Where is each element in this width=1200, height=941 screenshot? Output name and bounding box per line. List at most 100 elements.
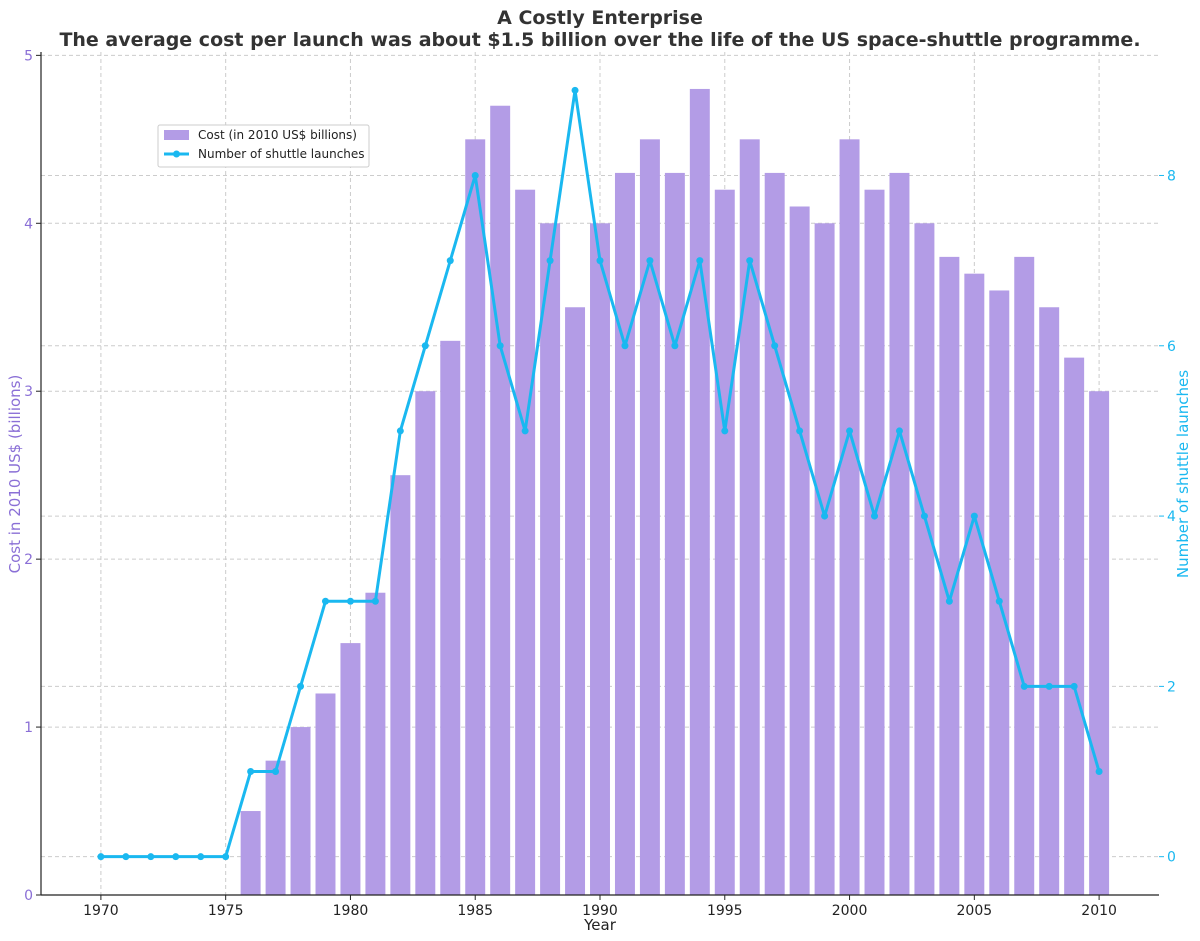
launches-point — [995, 597, 1003, 605]
cost-bar — [540, 223, 561, 895]
launches-point — [1070, 682, 1078, 690]
launches-point — [396, 427, 404, 435]
launches-point — [571, 86, 579, 94]
launches-point — [920, 512, 928, 520]
cost-bar — [1089, 391, 1110, 895]
launches-point — [821, 512, 829, 520]
cost-bar — [1039, 307, 1060, 896]
launches-point — [147, 853, 155, 861]
cost-bar — [614, 172, 635, 895]
launches-point — [222, 853, 230, 861]
launches-point — [1095, 768, 1103, 776]
cost-bar — [1014, 256, 1035, 895]
legend: Cost (in 2010 US$ billions) Number of sh… — [157, 124, 370, 168]
x-tick-label: 1995 — [707, 903, 743, 919]
launches-point — [321, 597, 329, 605]
launches-point — [421, 342, 429, 350]
cost-bar — [989, 290, 1010, 896]
launches-point — [446, 257, 454, 265]
x-tick-label: 2005 — [957, 903, 993, 919]
cost-bar — [964, 273, 985, 895]
cost-bar — [839, 139, 860, 896]
x-tick-label: 1970 — [83, 903, 119, 919]
launches-point — [172, 853, 180, 861]
x-tick-label: 1985 — [457, 903, 493, 919]
launches-point — [671, 342, 679, 350]
left-y-axis-label: Cost in 2010 US$ (billions) — [6, 375, 24, 574]
legend-line-label: Number of shuttle launches — [198, 147, 365, 161]
x-tick-label: 2010 — [1081, 903, 1117, 919]
cost-bar — [465, 139, 486, 896]
cost-bar — [914, 223, 935, 895]
launches-point — [371, 597, 379, 605]
launches-point — [846, 427, 854, 435]
cost-bar — [590, 223, 610, 895]
launches-point — [97, 853, 105, 861]
launches-point — [871, 512, 879, 520]
launches-point — [546, 257, 554, 265]
cost-bar — [664, 172, 685, 895]
launches-point — [521, 427, 529, 435]
cost-bar — [1064, 357, 1085, 895]
y-right-tick-label: 4 — [1167, 509, 1176, 525]
chart-subtitle: The average cost per launch was about $1… — [59, 29, 1140, 51]
launches-point — [122, 853, 130, 861]
launches-point — [646, 257, 654, 265]
cost-bar — [565, 307, 586, 896]
launches-point — [970, 512, 978, 520]
launches-point — [496, 342, 504, 350]
launches-point — [771, 342, 779, 350]
cost-bar — [390, 475, 411, 895]
launches-point — [272, 768, 280, 776]
launches-point — [471, 171, 479, 179]
launches-point — [895, 427, 903, 435]
launches-point — [621, 342, 629, 350]
launches-point — [297, 682, 305, 690]
launches-point — [721, 427, 729, 435]
cost-bar — [714, 189, 735, 896]
y-left-tick-label: 4 — [24, 216, 33, 232]
launches-point — [796, 427, 804, 435]
x-tick-label: 1980 — [333, 903, 369, 919]
y-right-tick-label: 8 — [1167, 168, 1176, 184]
cost-bar — [739, 139, 760, 896]
legend-bar-swatch — [164, 130, 189, 140]
cost-bar — [340, 643, 361, 895]
y-left-tick-label: 5 — [24, 48, 33, 64]
line-layer — [97, 86, 1103, 861]
cost-bar — [639, 139, 660, 896]
cost-bar — [764, 172, 785, 895]
launches-point — [596, 257, 604, 265]
launches-point — [945, 597, 953, 605]
y-right-tick-label: 0 — [1167, 850, 1176, 866]
launches-point — [197, 853, 205, 861]
launches-point — [1045, 682, 1053, 690]
cost-bar — [265, 760, 286, 895]
cost-bar — [415, 391, 436, 895]
launches-point — [247, 768, 255, 776]
chart-title: A Costly Enterprise — [497, 7, 703, 29]
launches-point — [1020, 682, 1028, 690]
y-left-tick-label: 2 — [24, 552, 33, 568]
cost-bar — [290, 727, 311, 895]
ticks-layer: 1970 1975 1980 1985 1990 1995 2000 2005 2010 0 1 2 3… — [24, 48, 1176, 919]
y-left-tick-label: 3 — [24, 384, 33, 400]
cost-bar — [515, 189, 536, 896]
cost-bar — [789, 206, 810, 895]
cost-bar — [864, 189, 885, 896]
legend-bar-label: Cost (in 2010 US$ billions) — [198, 128, 357, 142]
x-tick-label: 2000 — [832, 903, 868, 919]
y-right-tick-label: 6 — [1167, 339, 1176, 355]
cost-bar — [814, 223, 835, 895]
cost-bar — [240, 811, 261, 895]
y-left-tick-label: 0 — [24, 888, 33, 904]
cost-bar — [365, 592, 386, 895]
x-tick-label: 1990 — [582, 903, 618, 919]
cost-bar — [490, 105, 511, 895]
cost-bar — [440, 340, 461, 895]
x-axis-label: Year — [583, 916, 617, 934]
bars-layer — [240, 88, 1110, 896]
right-y-axis-label: Number of shuttle launches — [1174, 370, 1192, 578]
cost-bar — [939, 256, 960, 895]
